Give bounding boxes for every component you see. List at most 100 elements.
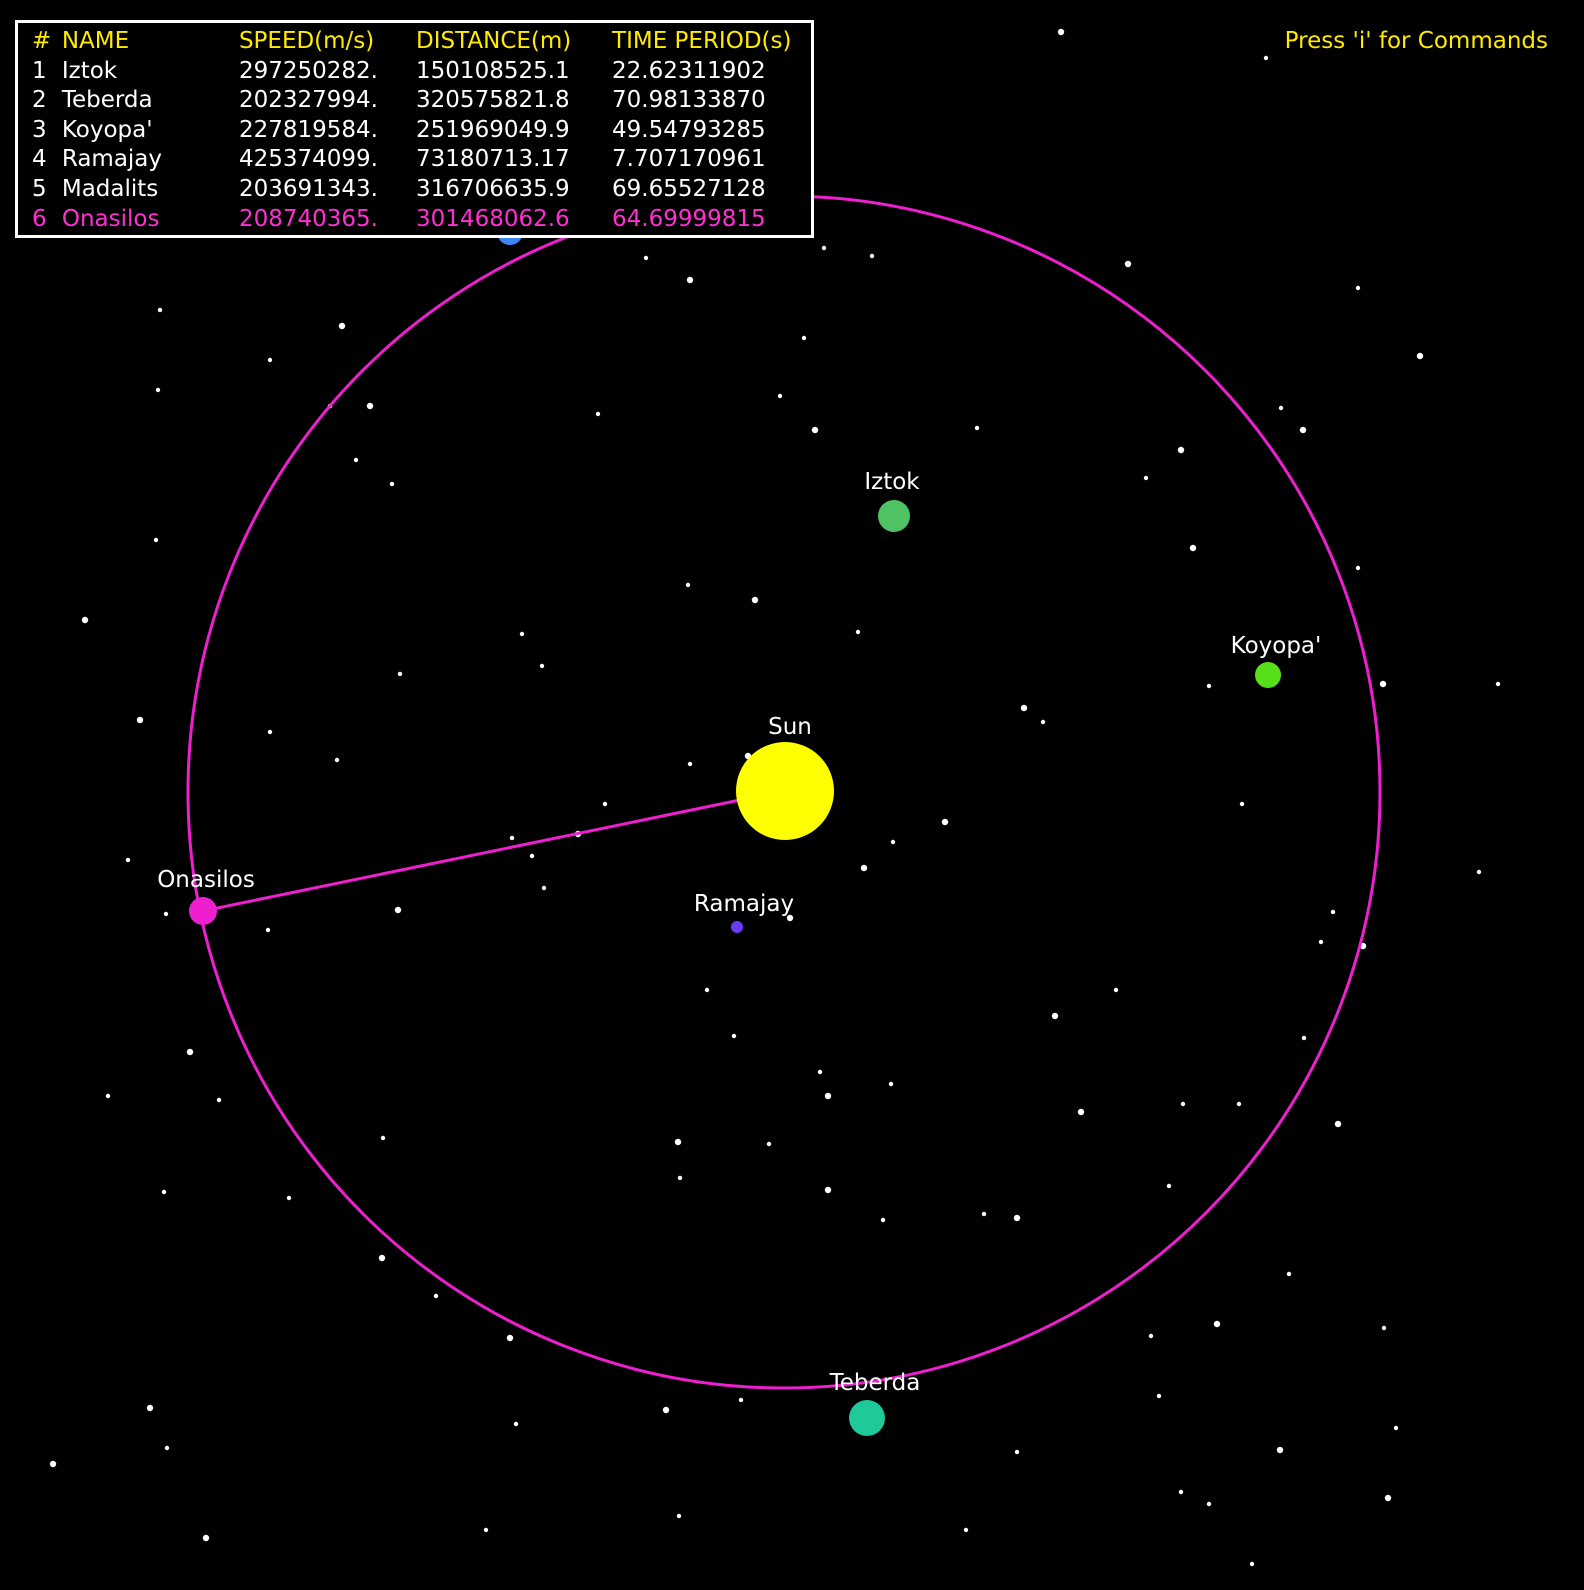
- star: [817, 1069, 823, 1075]
- star: [146, 1404, 154, 1412]
- star: [860, 864, 868, 872]
- row-number: 6: [32, 205, 47, 232]
- star: [397, 671, 403, 677]
- star: [869, 253, 875, 259]
- star: [1013, 1214, 1021, 1222]
- star: [539, 663, 545, 669]
- star: [811, 426, 819, 434]
- star: [216, 1097, 222, 1103]
- header-time-period: TIME PERIOD(s): [612, 28, 792, 54]
- star: [686, 276, 694, 284]
- row-number: 1: [32, 57, 47, 84]
- row-name: Onasilos: [61, 205, 160, 232]
- planet-stats-table: # NAME SPEED(m/s) DISTANCE(m) TIME PERIO…: [15, 20, 814, 238]
- star: [1355, 565, 1361, 571]
- row-name: Madalits: [61, 175, 159, 202]
- table-row[interactable]: 5 Madalits 203691343. 316706635.9 69.655…: [32, 175, 811, 205]
- star: [49, 1460, 57, 1468]
- row-distance: 320575821.8: [416, 87, 570, 114]
- row-distance: 150108525.1: [416, 57, 570, 84]
- star: [855, 629, 861, 635]
- table-row[interactable]: 1 Iztok 297250282. 150108525.1 22.623119…: [32, 57, 811, 87]
- star: [394, 906, 402, 914]
- star: [941, 818, 949, 826]
- star: [1180, 1101, 1186, 1107]
- planet-onasilos-label: Onasilos: [157, 867, 255, 893]
- star: [186, 1048, 194, 1056]
- planet-onasilos[interactable]: [189, 897, 217, 925]
- star: [161, 1189, 167, 1195]
- star: [519, 631, 525, 637]
- star: [777, 393, 783, 399]
- star: [153, 537, 159, 543]
- planet-ramajay[interactable]: [731, 921, 743, 933]
- star: [1020, 704, 1028, 712]
- star: [1148, 1333, 1154, 1339]
- star: [267, 357, 273, 363]
- star: [801, 335, 807, 341]
- star: [1278, 405, 1284, 411]
- star: [1040, 719, 1046, 725]
- sun-label: Sun: [768, 714, 812, 740]
- star: [1143, 475, 1149, 481]
- star: [1381, 1325, 1387, 1331]
- star: [685, 582, 691, 588]
- star: [602, 801, 608, 807]
- star: [738, 1397, 744, 1403]
- star: [1263, 55, 1269, 61]
- star: [1077, 1108, 1085, 1116]
- star: [674, 1138, 682, 1146]
- star: [1384, 1494, 1392, 1502]
- star: [202, 1534, 210, 1542]
- planet-ramajay-label: Ramajay: [694, 891, 794, 917]
- star: [163, 911, 169, 917]
- row-time-period: 64.69999815: [612, 205, 766, 232]
- star: [963, 1527, 969, 1533]
- star: [677, 1175, 683, 1181]
- star: [1476, 869, 1482, 875]
- table-row[interactable]: 4 Ramajay 425374099. 73180713.17 7.70717…: [32, 145, 811, 175]
- star: [1014, 1449, 1020, 1455]
- star: [1177, 446, 1185, 454]
- table-header: # NAME SPEED(m/s) DISTANCE(m) TIME PERIO…: [32, 27, 811, 57]
- star: [1495, 681, 1501, 687]
- star: [155, 387, 161, 393]
- row-number: 4: [32, 146, 47, 173]
- planet-teberda-label: Teberda: [829, 1370, 921, 1396]
- star: [1206, 1501, 1212, 1507]
- star: [157, 307, 163, 313]
- table-row-selected[interactable]: 6 Onasilos 208740365. 301468062.6 64.699…: [32, 205, 811, 235]
- row-number: 5: [32, 175, 47, 202]
- star: [880, 1217, 886, 1223]
- star: [1166, 1183, 1172, 1189]
- header-name: NAME: [61, 28, 130, 54]
- star: [81, 616, 89, 624]
- row-time-period: 69.65527128: [612, 175, 766, 202]
- planet-iztok[interactable]: [878, 500, 910, 532]
- table-row[interactable]: 2 Teberda 202327994. 320575821.8 70.9813…: [32, 86, 811, 116]
- star: [1236, 1101, 1242, 1107]
- star: [1124, 260, 1132, 268]
- row-speed: 208740365.: [238, 205, 378, 232]
- row-speed: 227819584.: [238, 116, 378, 143]
- table-row[interactable]: 3 Koyopa' 227819584. 251969049.9 49.5479…: [32, 116, 811, 146]
- star: [286, 1195, 292, 1201]
- star: [1239, 801, 1245, 807]
- star: [731, 1033, 737, 1039]
- planet-koyopa[interactable]: [1255, 662, 1281, 688]
- star: [1355, 285, 1361, 291]
- star: [595, 411, 601, 417]
- star: [267, 729, 273, 735]
- selected-orbit-radius-line: [202, 798, 741, 913]
- star: [125, 857, 131, 863]
- row-distance: 301468062.6: [416, 205, 570, 232]
- sun[interactable]: [736, 742, 834, 840]
- planet-teberda[interactable]: [849, 1400, 885, 1436]
- row-number: 3: [32, 116, 47, 143]
- planet-koyopa-label: Koyopa': [1231, 633, 1322, 659]
- row-distance: 316706635.9: [416, 175, 570, 202]
- star: [704, 987, 710, 993]
- planet-iztok-label: Iztok: [864, 469, 920, 495]
- star: [1379, 680, 1387, 688]
